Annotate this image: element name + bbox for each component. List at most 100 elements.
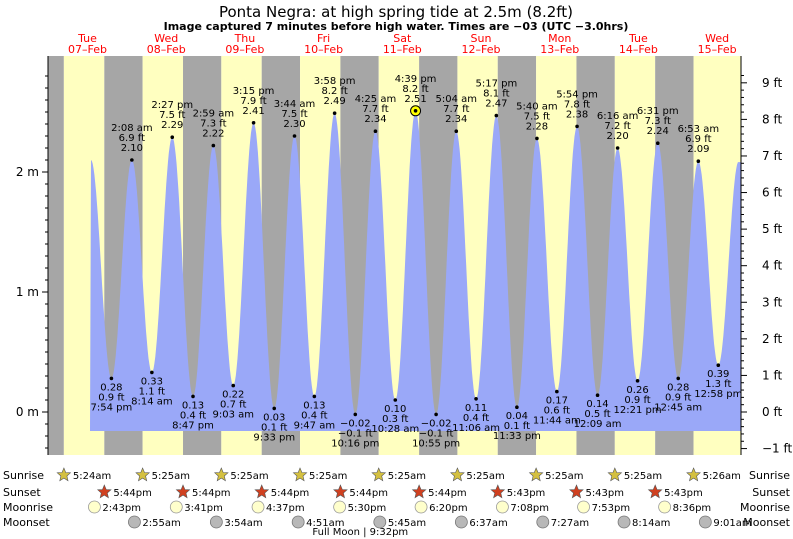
high-tide-point bbox=[211, 143, 216, 148]
high-tide-label: 7.5 ft bbox=[281, 109, 307, 120]
day-label-dow: Tue bbox=[77, 32, 97, 45]
low-tide-point bbox=[676, 376, 681, 381]
low-tide-label: 1.1 ft bbox=[139, 386, 165, 397]
low-tide-point bbox=[312, 394, 317, 399]
low-tide-label: 0.9 ft bbox=[624, 395, 650, 406]
tide-area bbox=[90, 110, 741, 432]
high-tide-label: 7.3 ft bbox=[645, 116, 671, 127]
low-tide-label: 0.4 ft bbox=[463, 413, 489, 424]
high-tide-label: 6.9 ft bbox=[119, 133, 145, 144]
high-tide-point bbox=[251, 121, 256, 125]
moonset-time: 5:45am bbox=[388, 518, 426, 529]
low-tide-label: 0.28 bbox=[100, 382, 122, 393]
high-tide-label: 6:53 am bbox=[678, 124, 720, 135]
left-axis-tick-label: 2 m bbox=[16, 165, 39, 179]
sunset-star-icon bbox=[647, 484, 663, 499]
moonset-time: 6:37am bbox=[469, 518, 507, 529]
moonrise-icon bbox=[577, 500, 590, 514]
high-tide-point bbox=[413, 109, 418, 113]
full-moon-label: Full Moon | 9:32pm bbox=[312, 527, 408, 538]
high-tide-point bbox=[332, 111, 337, 115]
low-tide-label: 8:47 pm bbox=[172, 420, 214, 431]
low-tide-point bbox=[353, 412, 358, 417]
sunset-time: 5:44pm bbox=[349, 488, 388, 499]
low-tide-point bbox=[272, 406, 277, 411]
low-tide-label: −0.1 ft bbox=[338, 428, 373, 439]
sunrise-time: 5:24am bbox=[73, 471, 111, 482]
low-tide-label: 0.03 bbox=[263, 412, 285, 423]
moonrise-icon bbox=[496, 500, 509, 514]
low-tide-point bbox=[635, 379, 640, 383]
sunrise-star-icon bbox=[607, 467, 623, 482]
high-tide-label: 2.30 bbox=[283, 119, 305, 130]
moonset-time: 9:01am bbox=[713, 518, 751, 529]
low-tide-label: 12:45 am bbox=[654, 402, 702, 413]
sunrise-time: 5:25am bbox=[152, 471, 190, 482]
low-tide-point bbox=[474, 397, 478, 401]
sunset-star-icon bbox=[333, 484, 348, 499]
right-axis-tick-label: 3 ft bbox=[762, 295, 782, 309]
moonrise-icon bbox=[333, 500, 347, 514]
sunset-time: 5:44pm bbox=[271, 488, 310, 499]
high-tide-label: 6.9 ft bbox=[685, 134, 711, 145]
low-tide-label: 11:33 pm bbox=[493, 431, 541, 442]
high-tide-point bbox=[494, 113, 499, 118]
high-tide-label: 2.34 bbox=[364, 114, 386, 125]
low-tide-label: 0.13 bbox=[303, 400, 325, 411]
high-tide-label: 7.8 ft bbox=[564, 99, 590, 110]
night-band bbox=[48, 56, 64, 455]
day-label-dow: Sat bbox=[393, 32, 412, 45]
moonset-icon bbox=[617, 515, 631, 529]
moonrise-time: 8:36pm bbox=[673, 503, 712, 514]
day-label-dow: Sun bbox=[471, 32, 492, 45]
low-tide-point bbox=[515, 405, 519, 410]
high-tide-label: 2.47 bbox=[485, 99, 507, 110]
moonset-time: 7:27am bbox=[551, 518, 589, 529]
low-tide-label: 0.1 ft bbox=[261, 422, 287, 433]
sunrise-star-icon bbox=[528, 467, 544, 482]
day-label-dow: Fri bbox=[317, 32, 330, 45]
low-tide-label: 10:16 pm bbox=[331, 438, 379, 449]
right-axis-tick-label: 8 ft bbox=[762, 112, 782, 126]
low-tide-label: −0.1 ft bbox=[419, 428, 454, 439]
high-tide-label: 2.38 bbox=[566, 109, 588, 120]
sunset-star-icon bbox=[411, 484, 427, 499]
high-tide-label: 2.10 bbox=[121, 143, 143, 154]
high-tide-label: 3:15 pm bbox=[233, 86, 275, 97]
moonrise-time: 5:30pm bbox=[348, 503, 387, 514]
high-tide-point bbox=[292, 134, 297, 138]
sunrise-time: 5:25am bbox=[466, 471, 504, 482]
sunrise-star-icon bbox=[292, 467, 308, 482]
high-tide-label: 6:31 pm bbox=[637, 106, 679, 117]
low-tide-point bbox=[231, 383, 236, 388]
sunset-time: 5:43pm bbox=[585, 488, 624, 499]
high-tide-label: 7.2 ft bbox=[604, 121, 630, 132]
high-tide-label: 8.2 ft bbox=[402, 84, 428, 95]
sunset-time: 5:43pm bbox=[507, 488, 546, 499]
low-tide-label: 10:55 pm bbox=[412, 438, 460, 449]
high-tide-label: 2.49 bbox=[323, 96, 345, 107]
tide-annotations: 0.280.9 ft7:54 pm2:08 am6.9 ft2.100.331.… bbox=[91, 74, 743, 450]
low-tide-label: 0.13 bbox=[182, 400, 204, 411]
low-tide-label: 12:21 pm bbox=[614, 405, 662, 416]
sunrise-star-icon bbox=[371, 467, 387, 482]
low-tide-label: 0.11 bbox=[465, 403, 487, 414]
low-tide-label: 12:58 pm bbox=[694, 389, 742, 400]
high-tide-label: 7.7 ft bbox=[443, 104, 469, 115]
left-axis-tick-label: 0 m bbox=[16, 405, 39, 419]
day-label-date: 13–Feb bbox=[540, 43, 579, 56]
chart-subtitle: Image captured 7 minutes before high wat… bbox=[164, 20, 629, 33]
high-tide-point bbox=[696, 159, 701, 163]
moonrise-time: 3:41pm bbox=[184, 503, 223, 514]
low-tide-label: 0.9 ft bbox=[665, 392, 691, 403]
low-tide-label: −0.02 bbox=[421, 418, 452, 429]
row-label-left-moonset: Moonset bbox=[3, 516, 50, 529]
row-label-right-moonrise: Moonrise bbox=[740, 501, 790, 514]
high-tide-label: 8.1 ft bbox=[483, 89, 509, 100]
moonset-icon bbox=[698, 515, 712, 529]
low-tide-label: 0.14 bbox=[586, 399, 608, 410]
low-tide-label: 12:09 am bbox=[574, 419, 622, 430]
low-tide-label: 9:33 pm bbox=[253, 432, 295, 443]
sunset-time: 5:43pm bbox=[664, 488, 703, 499]
moonset-time: 8:14am bbox=[632, 518, 670, 529]
